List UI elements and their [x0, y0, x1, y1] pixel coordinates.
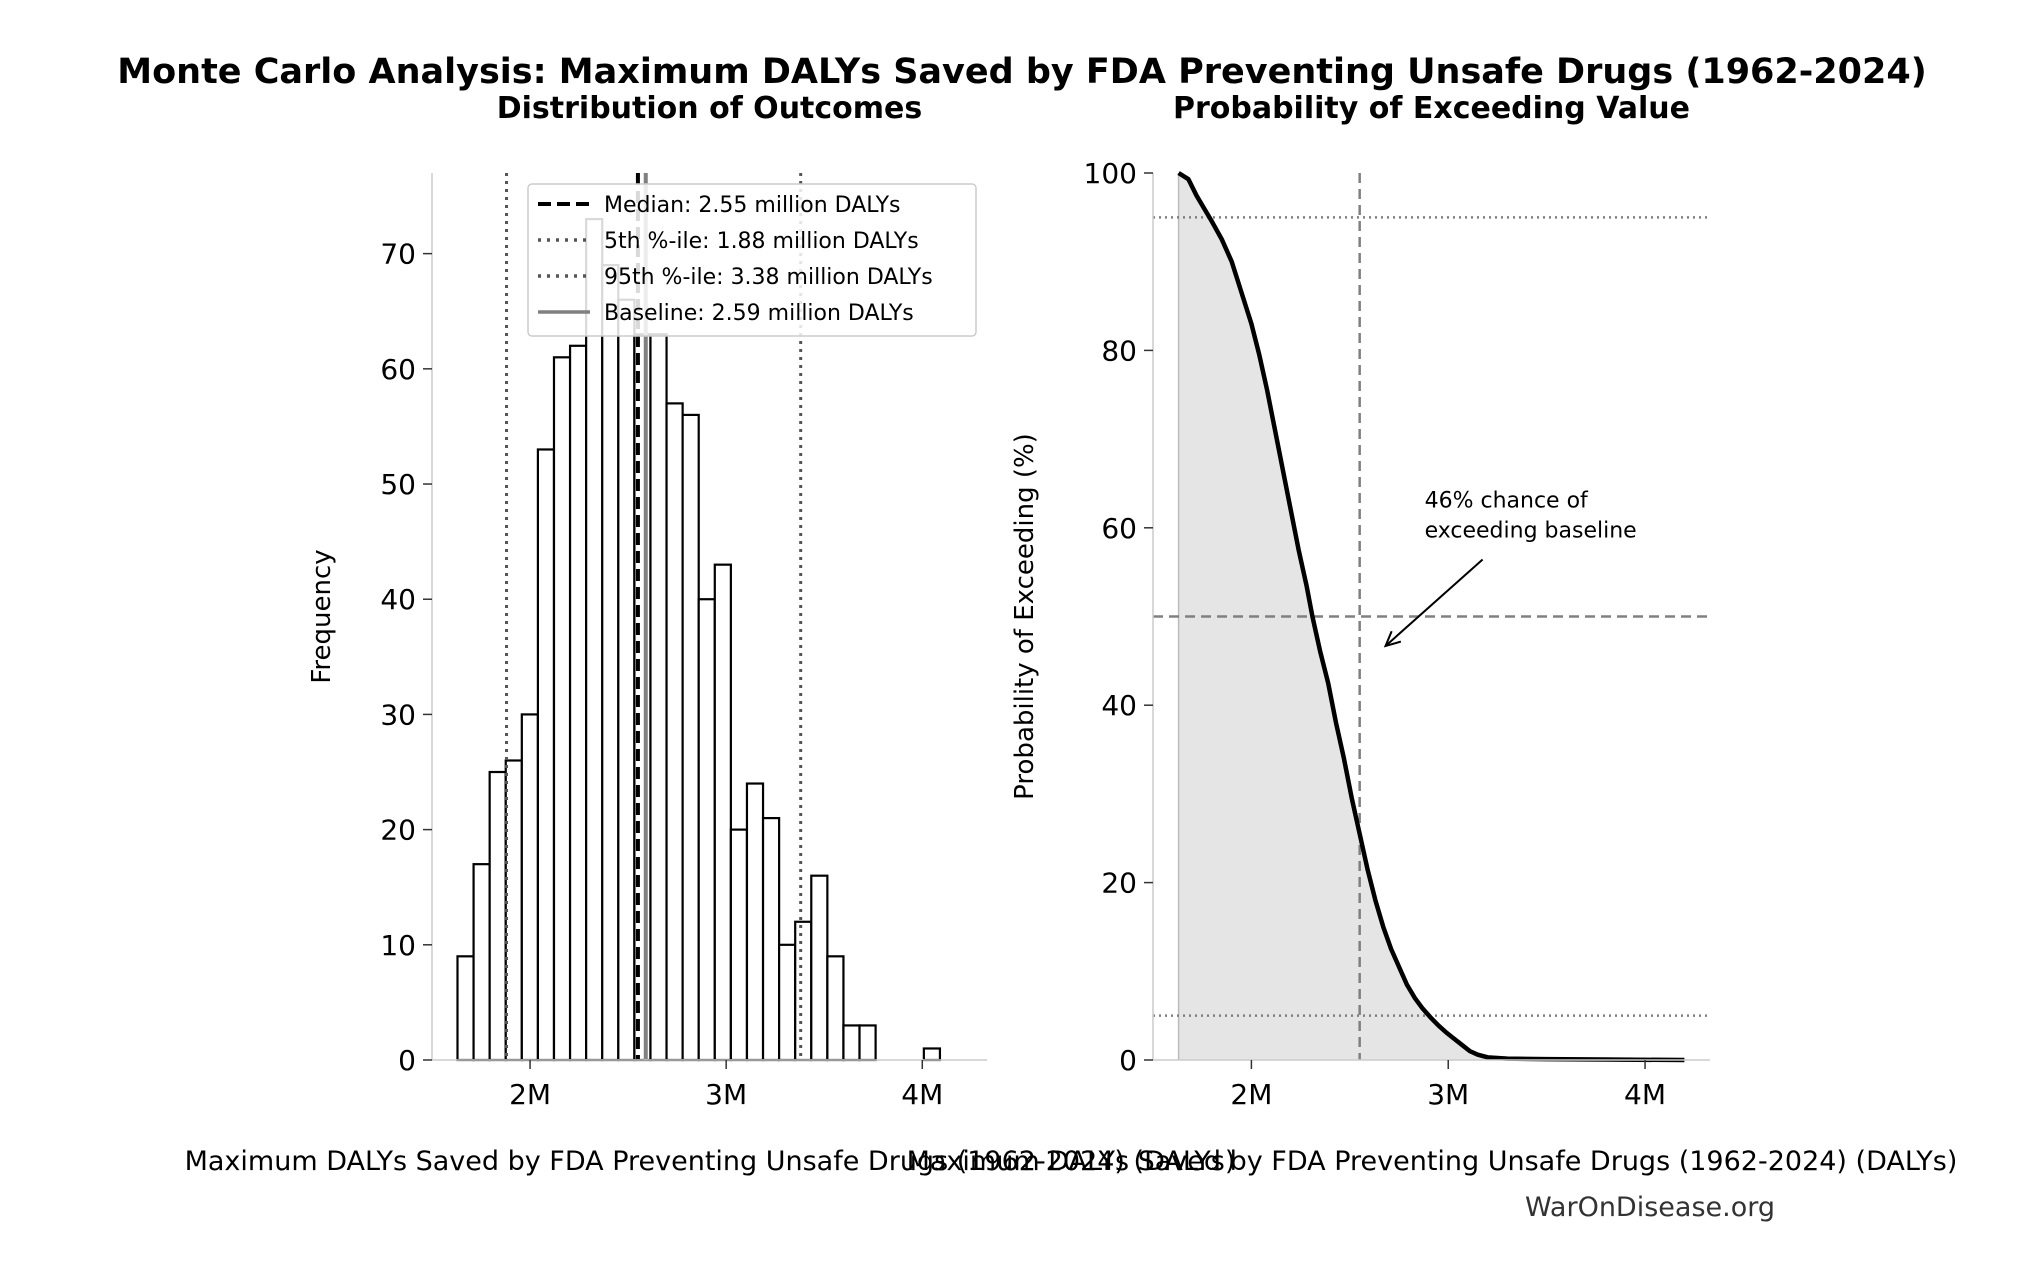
- y-tick-label: 40: [380, 583, 416, 616]
- histogram-bar: [697, 598, 716, 1062]
- x-tick-label: 2M: [509, 1078, 551, 1111]
- legend-label: 95th %-ile: 3.38 million DALYs: [604, 265, 933, 290]
- y-tick-label: 60: [380, 353, 416, 386]
- x-axis-label: Maximum DALYs Saved by FDA Preventing Un…: [185, 1146, 1236, 1177]
- histogram-bar: [665, 402, 684, 1062]
- y-tick-label: 40: [1101, 689, 1137, 722]
- histogram-bar: [536, 448, 556, 1062]
- histogram-bar: [456, 955, 475, 1062]
- histogram-bar: [842, 1024, 861, 1062]
- y-tick-label: 20: [1101, 867, 1137, 900]
- histogram-panel: Distribution of Outcomes 0 10 20 30 40 50 60 70 2…: [185, 91, 1236, 1177]
- histogram-bar: [649, 333, 668, 1062]
- histogram-bar: [520, 713, 540, 1062]
- histogram-bar: [713, 563, 732, 1062]
- legend-label: Median: 2.55 million DALYs: [604, 193, 901, 218]
- exceedance-title: Probability of Exceeding Value: [1173, 91, 1690, 126]
- histogram-bar: [568, 344, 588, 1062]
- histogram-bar: [472, 863, 491, 1062]
- histogram-title: Distribution of Outcomes: [497, 91, 923, 126]
- exceedance-panel: Probability of Exceeding Value 0 20 40 60 80 1…: [907, 91, 1958, 1177]
- y-tick-label: 50: [380, 468, 416, 501]
- y-tick-label: 60: [1101, 512, 1137, 545]
- histogram-bar: [729, 828, 749, 1062]
- annotation-arrow-shaft: [1384, 558, 1484, 647]
- histogram-bar: [858, 1024, 877, 1062]
- y-axis-label: Probability of Exceeding (%): [1010, 433, 1040, 800]
- histogram-bar: [778, 943, 797, 1062]
- y-tick-label: 100: [1084, 157, 1137, 190]
- histogram-bar: [745, 782, 765, 1062]
- y-tick-label: 70: [380, 238, 416, 271]
- legend-label: Baseline: 2.59 million DALYs: [604, 301, 914, 326]
- annotation-arrow-head: [1383, 630, 1402, 648]
- legend-label: 5th %-ile: 1.88 million DALYs: [604, 229, 919, 254]
- figure-title: Monte Carlo Analysis: Maximum DALYs Save…: [117, 52, 1926, 92]
- exceedance-curve: [1177, 171, 1685, 1063]
- y-axis-label: Frequency: [307, 549, 337, 683]
- x-tick-label: 4M: [901, 1078, 943, 1111]
- histogram-bar: [504, 759, 523, 1062]
- y-tick-label: 80: [1101, 334, 1137, 367]
- exceedance-area: [1178, 173, 1685, 1060]
- histogram-bar: [826, 955, 845, 1062]
- annotation-text: exceeding baseline: [1425, 519, 1637, 544]
- histogram-bar: [794, 920, 813, 1062]
- x-tick-label: 4M: [1624, 1078, 1666, 1111]
- y-tick-label: 20: [380, 814, 416, 847]
- watermark: WarOnDisease.org: [1525, 1192, 1775, 1223]
- histogram-bar: [488, 770, 507, 1062]
- annotation-text: 46% chance of: [1425, 489, 1589, 514]
- histogram-bar: [617, 298, 636, 1062]
- histogram-bar: [601, 264, 620, 1062]
- histogram-bar: [761, 816, 781, 1062]
- legend-box: [527, 183, 977, 337]
- x-tick-label: 3M: [1427, 1078, 1469, 1111]
- histogram-bar: [585, 217, 604, 1062]
- x-tick-label: 2M: [1230, 1078, 1272, 1111]
- histogram-bar: [552, 356, 572, 1062]
- histogram-bar: [922, 1047, 942, 1062]
- x-tick-label: 3M: [705, 1078, 747, 1111]
- histogram-bar: [681, 413, 700, 1062]
- y-tick-label: 30: [380, 698, 416, 731]
- x-axis-label: Maximum DALYs Saved by FDA Preventing Un…: [907, 1146, 1958, 1177]
- y-tick-label: 0: [1119, 1044, 1137, 1077]
- y-tick-label: 10: [380, 929, 416, 962]
- y-tick-label: 0: [398, 1044, 416, 1077]
- histogram-bar: [810, 874, 829, 1062]
